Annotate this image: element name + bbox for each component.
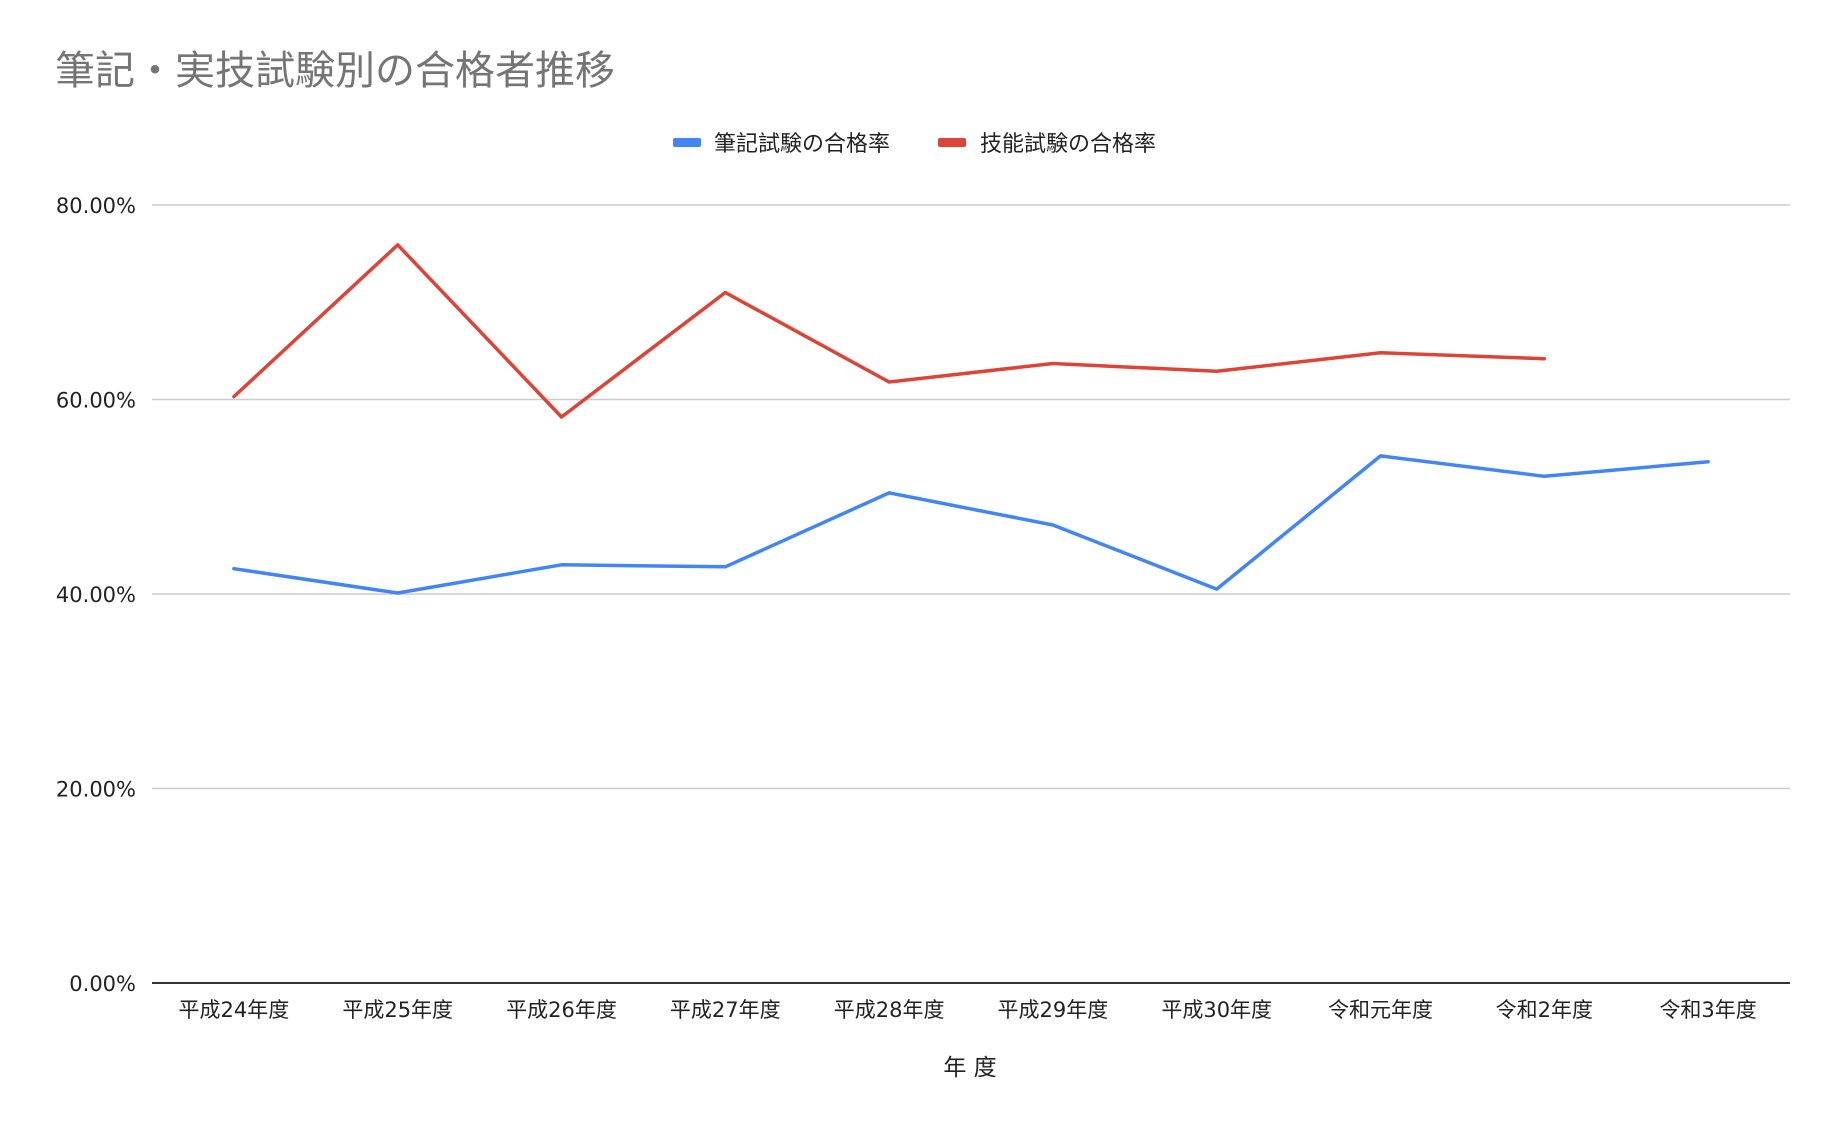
x-tick-label: 平成27年度	[670, 998, 781, 1022]
series-lines	[232, 243, 1710, 595]
legend-label-written: 筆記試験の合格率	[714, 132, 890, 157]
x-axis-title: 年 度	[943, 1055, 996, 1081]
series-line-practical	[232, 243, 1547, 419]
x-tick-label: 平成26年度	[506, 998, 617, 1022]
y-axis-ticks: 0.00% 20.00% 40.00% 60.00% 80.00%	[56, 194, 136, 996]
x-axis-ticks: 平成24年度 平成25年度 平成26年度 平成27年度 平成28年度 平成29年度 平成30…	[179, 998, 1757, 1022]
y-tick-label: 20.00%	[56, 778, 136, 802]
y-tick-label: 40.00%	[56, 583, 136, 607]
x-tick-label: 平成28年度	[834, 998, 945, 1022]
series-line-written	[232, 454, 1710, 595]
x-tick-label: 平成29年度	[998, 998, 1109, 1022]
gridlines	[152, 204, 1790, 790]
x-tick-label: 令和3年度	[1659, 998, 1756, 1022]
x-tick-label: 平成30年度	[1161, 998, 1272, 1022]
legend-label-practical: 技能試験の合格率	[980, 132, 1156, 157]
y-tick-label: 60.00%	[56, 389, 136, 413]
x-tick-label: 平成25年度	[342, 998, 453, 1022]
chart-title: 筆記・実技試験別の合格者推移	[55, 48, 615, 94]
legend-swatch-written	[673, 138, 701, 147]
legend: 筆記試験の合格率 技能試験の合格率	[673, 132, 1156, 157]
x-tick-label: 令和2年度	[1496, 998, 1593, 1022]
x-tick-label: 令和元年度	[1328, 998, 1433, 1022]
y-tick-label: 80.00%	[56, 194, 136, 218]
y-tick-label: 0.00%	[69, 972, 136, 996]
legend-swatch-practical	[938, 138, 966, 147]
x-tick-label: 平成24年度	[179, 998, 290, 1022]
